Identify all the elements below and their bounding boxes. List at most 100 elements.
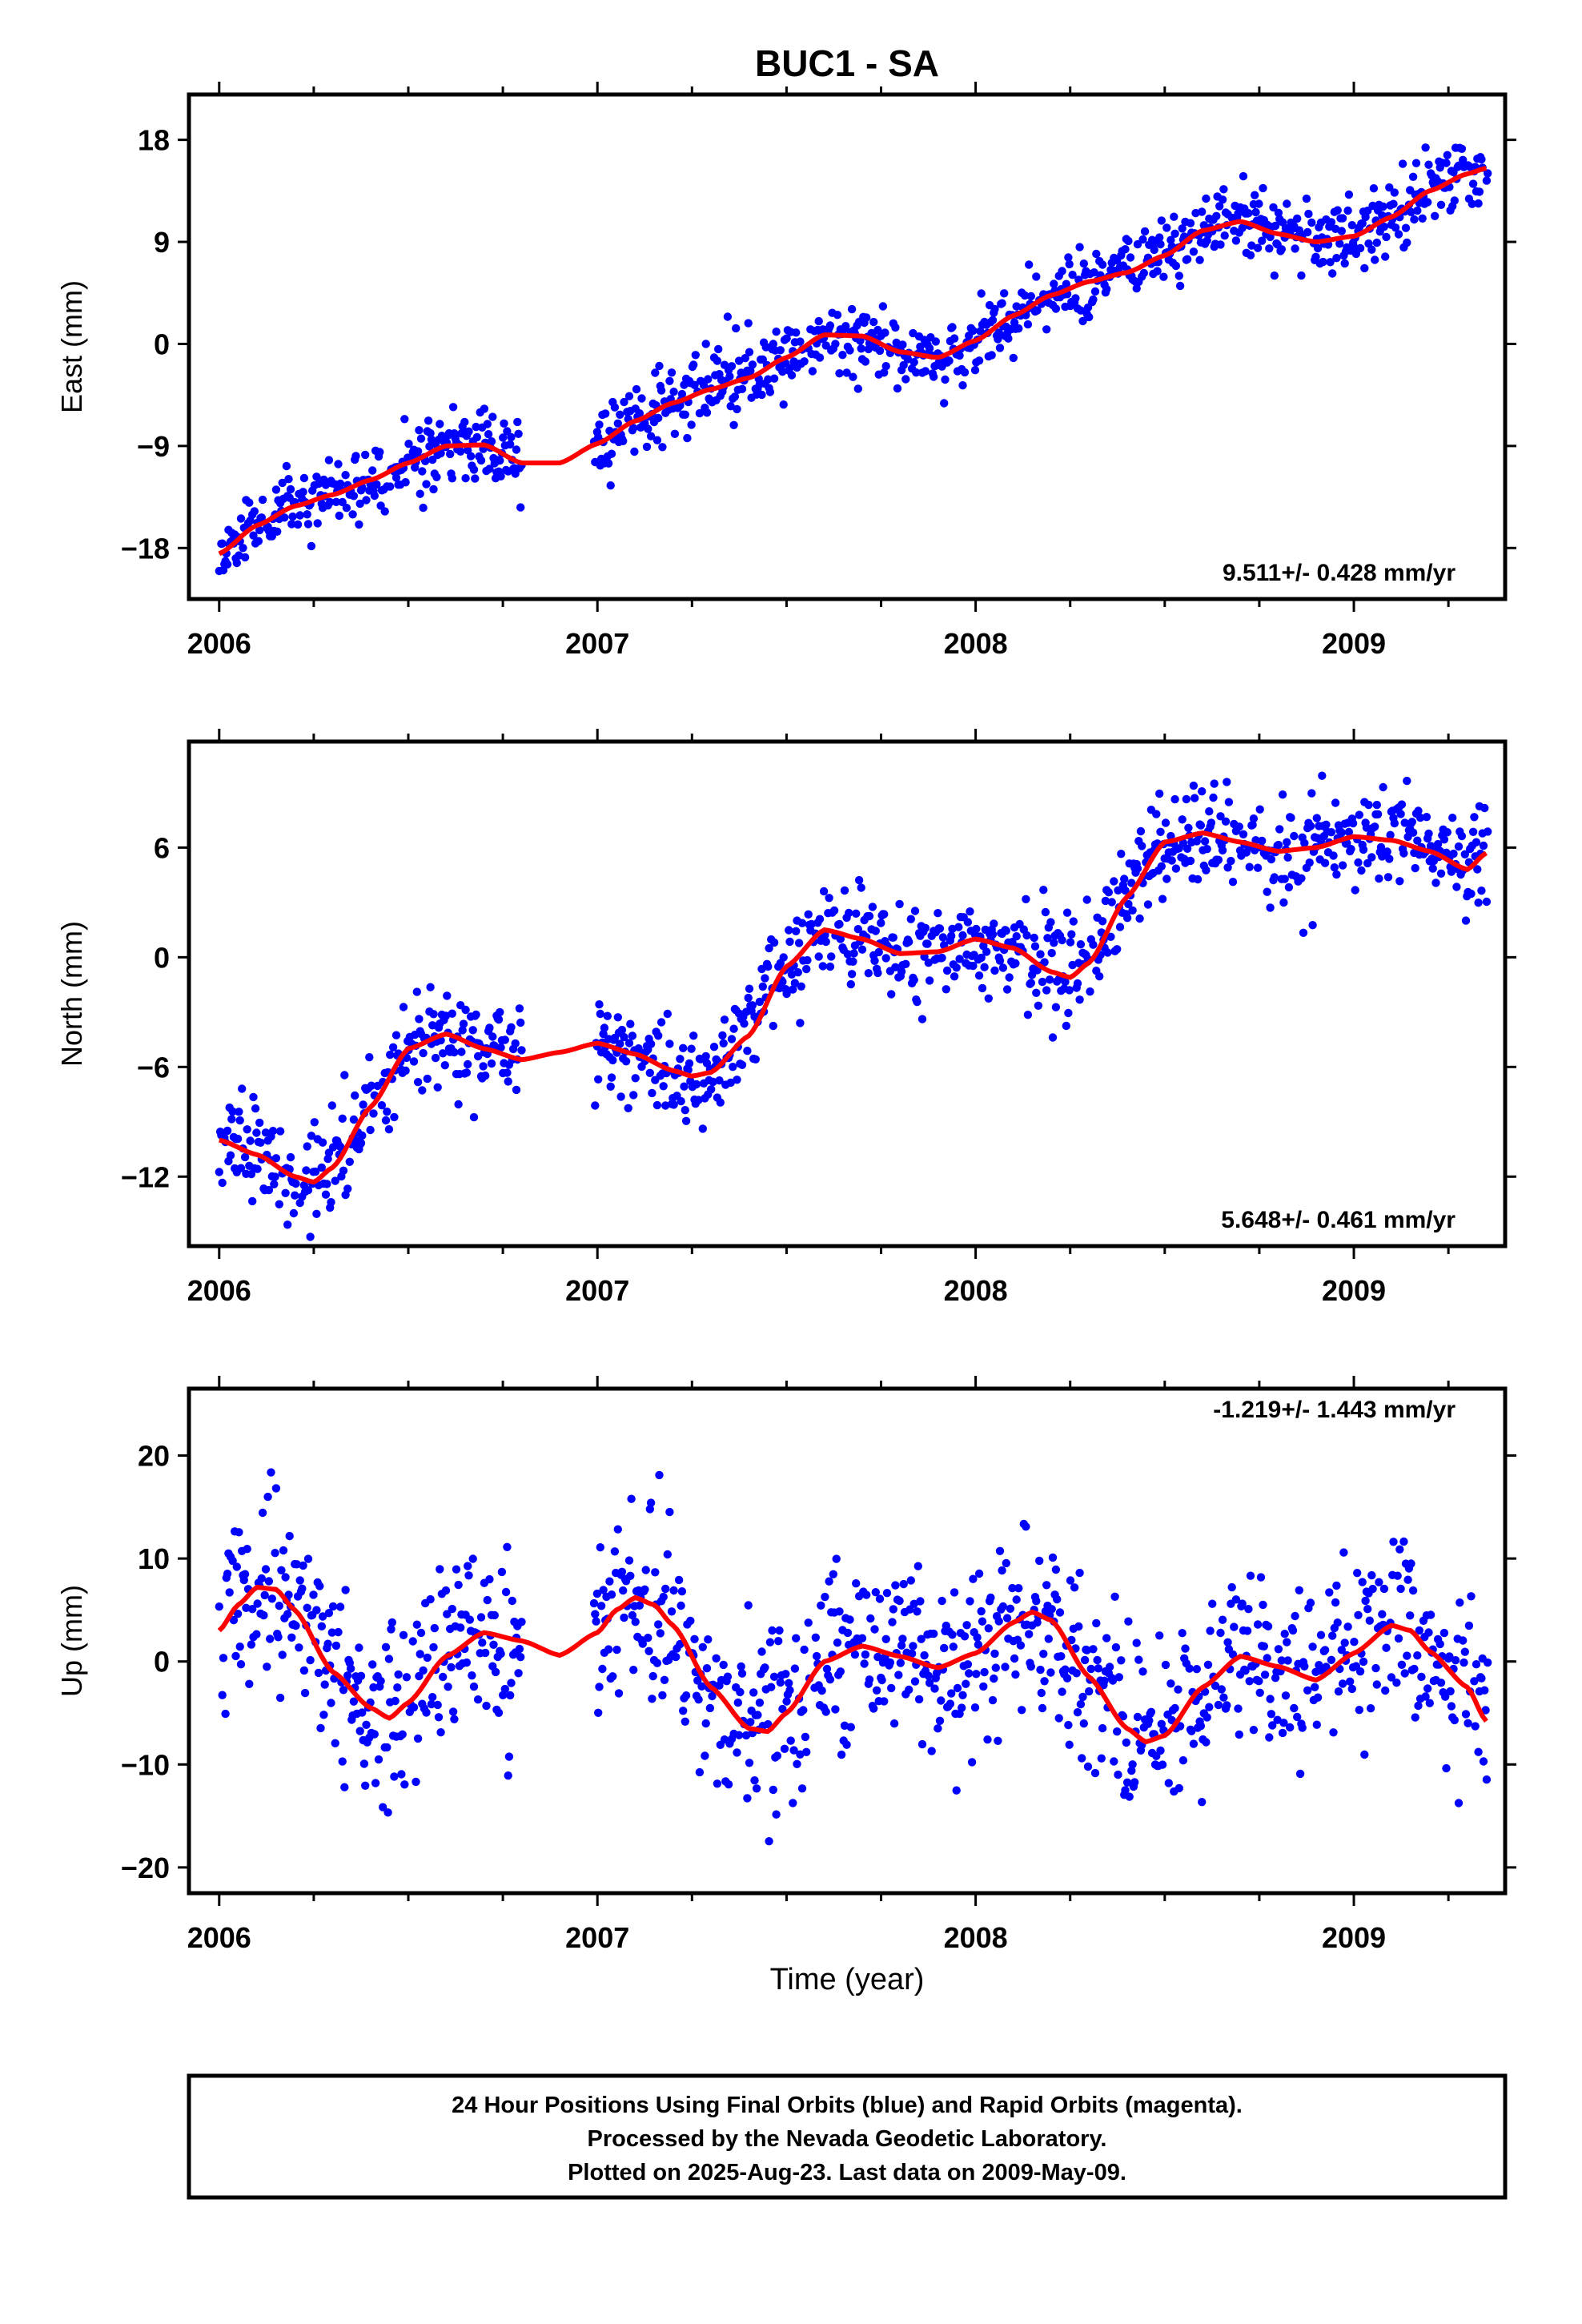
data-point	[1128, 906, 1137, 915]
data-point	[1124, 236, 1133, 246]
data-point	[1235, 1730, 1244, 1739]
data-point	[641, 1566, 650, 1574]
data-point	[1171, 864, 1181, 873]
data-point	[1362, 823, 1371, 832]
data-point	[1127, 879, 1136, 887]
data-point	[299, 1561, 307, 1570]
data-point	[1344, 827, 1354, 837]
data-point	[856, 336, 865, 345]
data-point	[1391, 223, 1400, 232]
data-point	[1082, 1646, 1091, 1655]
data-point	[1011, 959, 1020, 968]
data-point	[1423, 198, 1432, 207]
data-point	[1340, 1638, 1349, 1647]
data-point	[1230, 1622, 1239, 1631]
data-point	[960, 1632, 970, 1641]
data-point	[836, 935, 845, 943]
data-point	[358, 1131, 367, 1140]
data-point	[515, 1004, 524, 1013]
data-point	[685, 1059, 694, 1068]
y-tick-label: −6	[137, 1051, 170, 1084]
data-point	[778, 977, 787, 987]
data-point	[689, 360, 698, 369]
data-point	[1366, 1704, 1375, 1713]
data-point	[693, 1676, 702, 1685]
data-point	[1094, 1664, 1103, 1673]
data-point	[1457, 831, 1467, 841]
data-point	[1320, 1646, 1330, 1655]
data-point	[869, 317, 878, 327]
data-point	[978, 983, 987, 993]
data-point	[413, 447, 423, 456]
data-point	[849, 372, 857, 381]
data-point	[1203, 1660, 1213, 1669]
data-point	[1446, 1687, 1455, 1696]
data-point	[1030, 933, 1038, 943]
data-point	[654, 1031, 663, 1040]
data-point	[1185, 1664, 1194, 1673]
data-point	[1100, 1676, 1109, 1685]
data-point	[629, 424, 638, 432]
data-point	[800, 357, 809, 366]
data-point	[743, 1047, 752, 1055]
data-point	[1178, 1629, 1186, 1638]
data-point	[917, 1634, 926, 1643]
data-point	[808, 367, 817, 376]
data-point	[1247, 241, 1256, 250]
data-point	[712, 1654, 721, 1663]
data-point	[1058, 935, 1066, 945]
data-point	[1166, 235, 1175, 244]
data-point	[912, 368, 921, 377]
data-point	[990, 304, 999, 314]
data-point	[1454, 842, 1464, 851]
data-point	[797, 1784, 807, 1793]
data-point	[448, 1604, 456, 1614]
data-point	[485, 1574, 494, 1584]
data-point	[1371, 822, 1379, 831]
data-point	[371, 1779, 380, 1787]
data-point	[1407, 818, 1417, 826]
data-point	[793, 1759, 801, 1768]
data-point	[413, 1734, 423, 1743]
data-point	[1198, 1798, 1207, 1807]
data-point	[1070, 1583, 1079, 1592]
data-point	[464, 1059, 472, 1069]
data-point	[787, 371, 797, 380]
data-point	[1238, 1599, 1247, 1608]
data-point	[599, 1586, 608, 1594]
data-point	[691, 351, 700, 360]
data-point	[1170, 212, 1178, 221]
data-point	[1280, 875, 1289, 883]
data-point	[1058, 1687, 1066, 1696]
data-point	[1284, 883, 1294, 892]
data-point	[1134, 1655, 1143, 1664]
data-point	[439, 1672, 448, 1682]
data-point	[920, 1651, 929, 1660]
data-point	[1219, 1693, 1228, 1702]
data-point	[994, 328, 1003, 337]
data-point	[1307, 218, 1316, 227]
data-point	[381, 1116, 391, 1125]
data-point	[428, 1693, 437, 1702]
data-point	[1482, 1775, 1492, 1784]
data-point	[376, 501, 385, 510]
data-point	[621, 1057, 631, 1066]
data-point	[1426, 1610, 1435, 1619]
data-point	[324, 456, 334, 464]
data-point	[359, 1100, 367, 1109]
data-point	[1219, 185, 1228, 194]
data-point	[246, 1136, 255, 1145]
data-point	[948, 924, 957, 934]
data-point	[440, 1061, 449, 1070]
data-point	[1090, 287, 1100, 296]
data-point	[749, 1688, 758, 1697]
data-point	[620, 397, 628, 407]
data-point	[789, 1799, 797, 1807]
data-point	[897, 1641, 906, 1650]
data-point	[1311, 1683, 1319, 1691]
data-point	[1450, 1715, 1460, 1725]
data-point	[315, 1582, 324, 1590]
data-point	[1113, 945, 1122, 954]
data-point	[1313, 1693, 1323, 1702]
data-point	[1338, 1679, 1347, 1688]
